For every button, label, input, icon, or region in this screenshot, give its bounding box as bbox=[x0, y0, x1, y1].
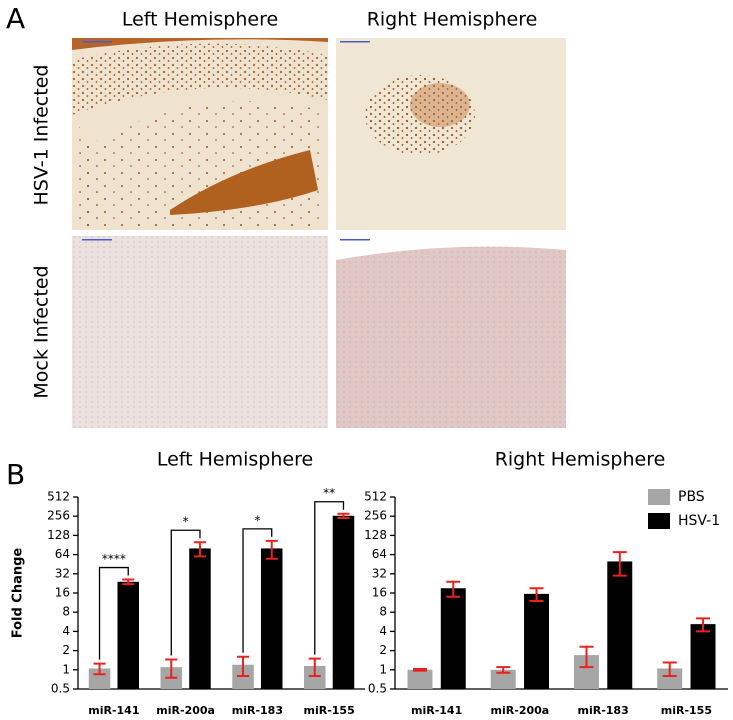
bar bbox=[490, 669, 516, 689]
y-tick-label: 1 bbox=[379, 662, 387, 676]
y-tick-label: 256 bbox=[364, 509, 387, 523]
column-header: Right Hemisphere bbox=[367, 9, 538, 31]
error-bar bbox=[696, 617, 711, 633]
row-header: Mock Infected bbox=[31, 265, 53, 398]
bar bbox=[657, 668, 683, 689]
y-tick-label: 512 bbox=[47, 490, 70, 504]
x-tick-label: miR-183 bbox=[578, 704, 629, 717]
error-bar bbox=[337, 512, 350, 519]
y-tick-label: 0.5 bbox=[368, 682, 387, 696]
bar bbox=[117, 581, 139, 689]
significance-bracket bbox=[314, 501, 345, 655]
y-tick-label: 2 bbox=[62, 643, 70, 657]
error-bar bbox=[308, 657, 321, 677]
x-tick-label: miR-155 bbox=[304, 704, 355, 717]
x-tick-label: miR-141 bbox=[88, 704, 139, 717]
significance-bracket bbox=[98, 566, 129, 660]
error-bar bbox=[496, 666, 511, 674]
error-bar bbox=[265, 539, 278, 560]
y-tick-label: 8 bbox=[379, 605, 387, 619]
bar bbox=[407, 669, 433, 689]
x-tick-label: miR-200a bbox=[491, 704, 550, 717]
column-header: Left Hemisphere bbox=[122, 9, 278, 31]
bar bbox=[690, 624, 716, 689]
error-bar bbox=[93, 662, 106, 676]
y-tick-label: 16 bbox=[55, 586, 70, 600]
y-tick-label: 512 bbox=[364, 490, 387, 504]
error-bar bbox=[579, 645, 594, 669]
legend-swatch bbox=[648, 489, 670, 505]
y-tick-label: 32 bbox=[372, 566, 387, 580]
bar bbox=[189, 548, 211, 689]
error-bar bbox=[236, 655, 250, 677]
error-bar bbox=[193, 541, 207, 558]
x-tick-label: miR-200a bbox=[156, 704, 215, 717]
bar bbox=[440, 588, 466, 689]
error-bar bbox=[529, 587, 544, 602]
significance-label: * bbox=[183, 515, 189, 529]
bar bbox=[332, 515, 355, 689]
bar bbox=[607, 561, 633, 689]
bar bbox=[260, 548, 283, 689]
error-bar bbox=[412, 667, 427, 672]
micrograph bbox=[72, 38, 328, 230]
micrograph bbox=[336, 236, 566, 428]
significance-label: ** bbox=[323, 486, 335, 500]
significance-label: **** bbox=[102, 552, 126, 566]
legend-swatch bbox=[648, 513, 670, 529]
x-tick-label: miR-141 bbox=[411, 704, 462, 717]
error-bar bbox=[165, 658, 178, 679]
y-tick-label: 8 bbox=[62, 605, 70, 619]
bar bbox=[304, 665, 326, 689]
micrograph bbox=[72, 236, 328, 428]
micrograph bbox=[336, 38, 566, 230]
legend-label: PBS bbox=[678, 489, 705, 505]
y-tick-label: 32 bbox=[55, 566, 70, 580]
panel-label: A bbox=[6, 2, 25, 35]
y-tick-label: 128 bbox=[364, 528, 387, 542]
chart-title: Right Hemisphere bbox=[495, 449, 666, 471]
error-bar bbox=[662, 661, 677, 677]
bar bbox=[524, 593, 550, 689]
error-bar bbox=[612, 551, 627, 577]
y-tick-label: 128 bbox=[47, 528, 70, 542]
significance-bracket bbox=[242, 528, 273, 653]
significance-label: * bbox=[254, 513, 260, 527]
x-tick-label: miR-155 bbox=[661, 704, 712, 717]
y-tick-label: 0.5 bbox=[51, 682, 70, 696]
chart-title: Left Hemisphere bbox=[157, 449, 313, 471]
error-bar bbox=[446, 580, 461, 598]
panel-label: B bbox=[6, 458, 25, 491]
y-tick-label: 16 bbox=[372, 586, 387, 600]
y-axis-label: Fold Change bbox=[11, 548, 26, 639]
y-tick-label: 4 bbox=[62, 624, 70, 638]
y-tick-label: 1 bbox=[62, 662, 70, 676]
y-tick-label: 64 bbox=[55, 547, 70, 561]
legend-label: HSV-1 bbox=[678, 513, 720, 529]
y-tick-label: 256 bbox=[47, 509, 70, 523]
y-tick-label: 64 bbox=[372, 547, 387, 561]
y-tick-label: 2 bbox=[379, 643, 387, 657]
row-header: HSV-1 Infected bbox=[31, 65, 53, 206]
significance-bracket bbox=[170, 529, 201, 656]
error-bar bbox=[122, 578, 135, 586]
x-tick-label: miR-183 bbox=[232, 704, 283, 717]
y-tick-label: 4 bbox=[379, 624, 387, 638]
